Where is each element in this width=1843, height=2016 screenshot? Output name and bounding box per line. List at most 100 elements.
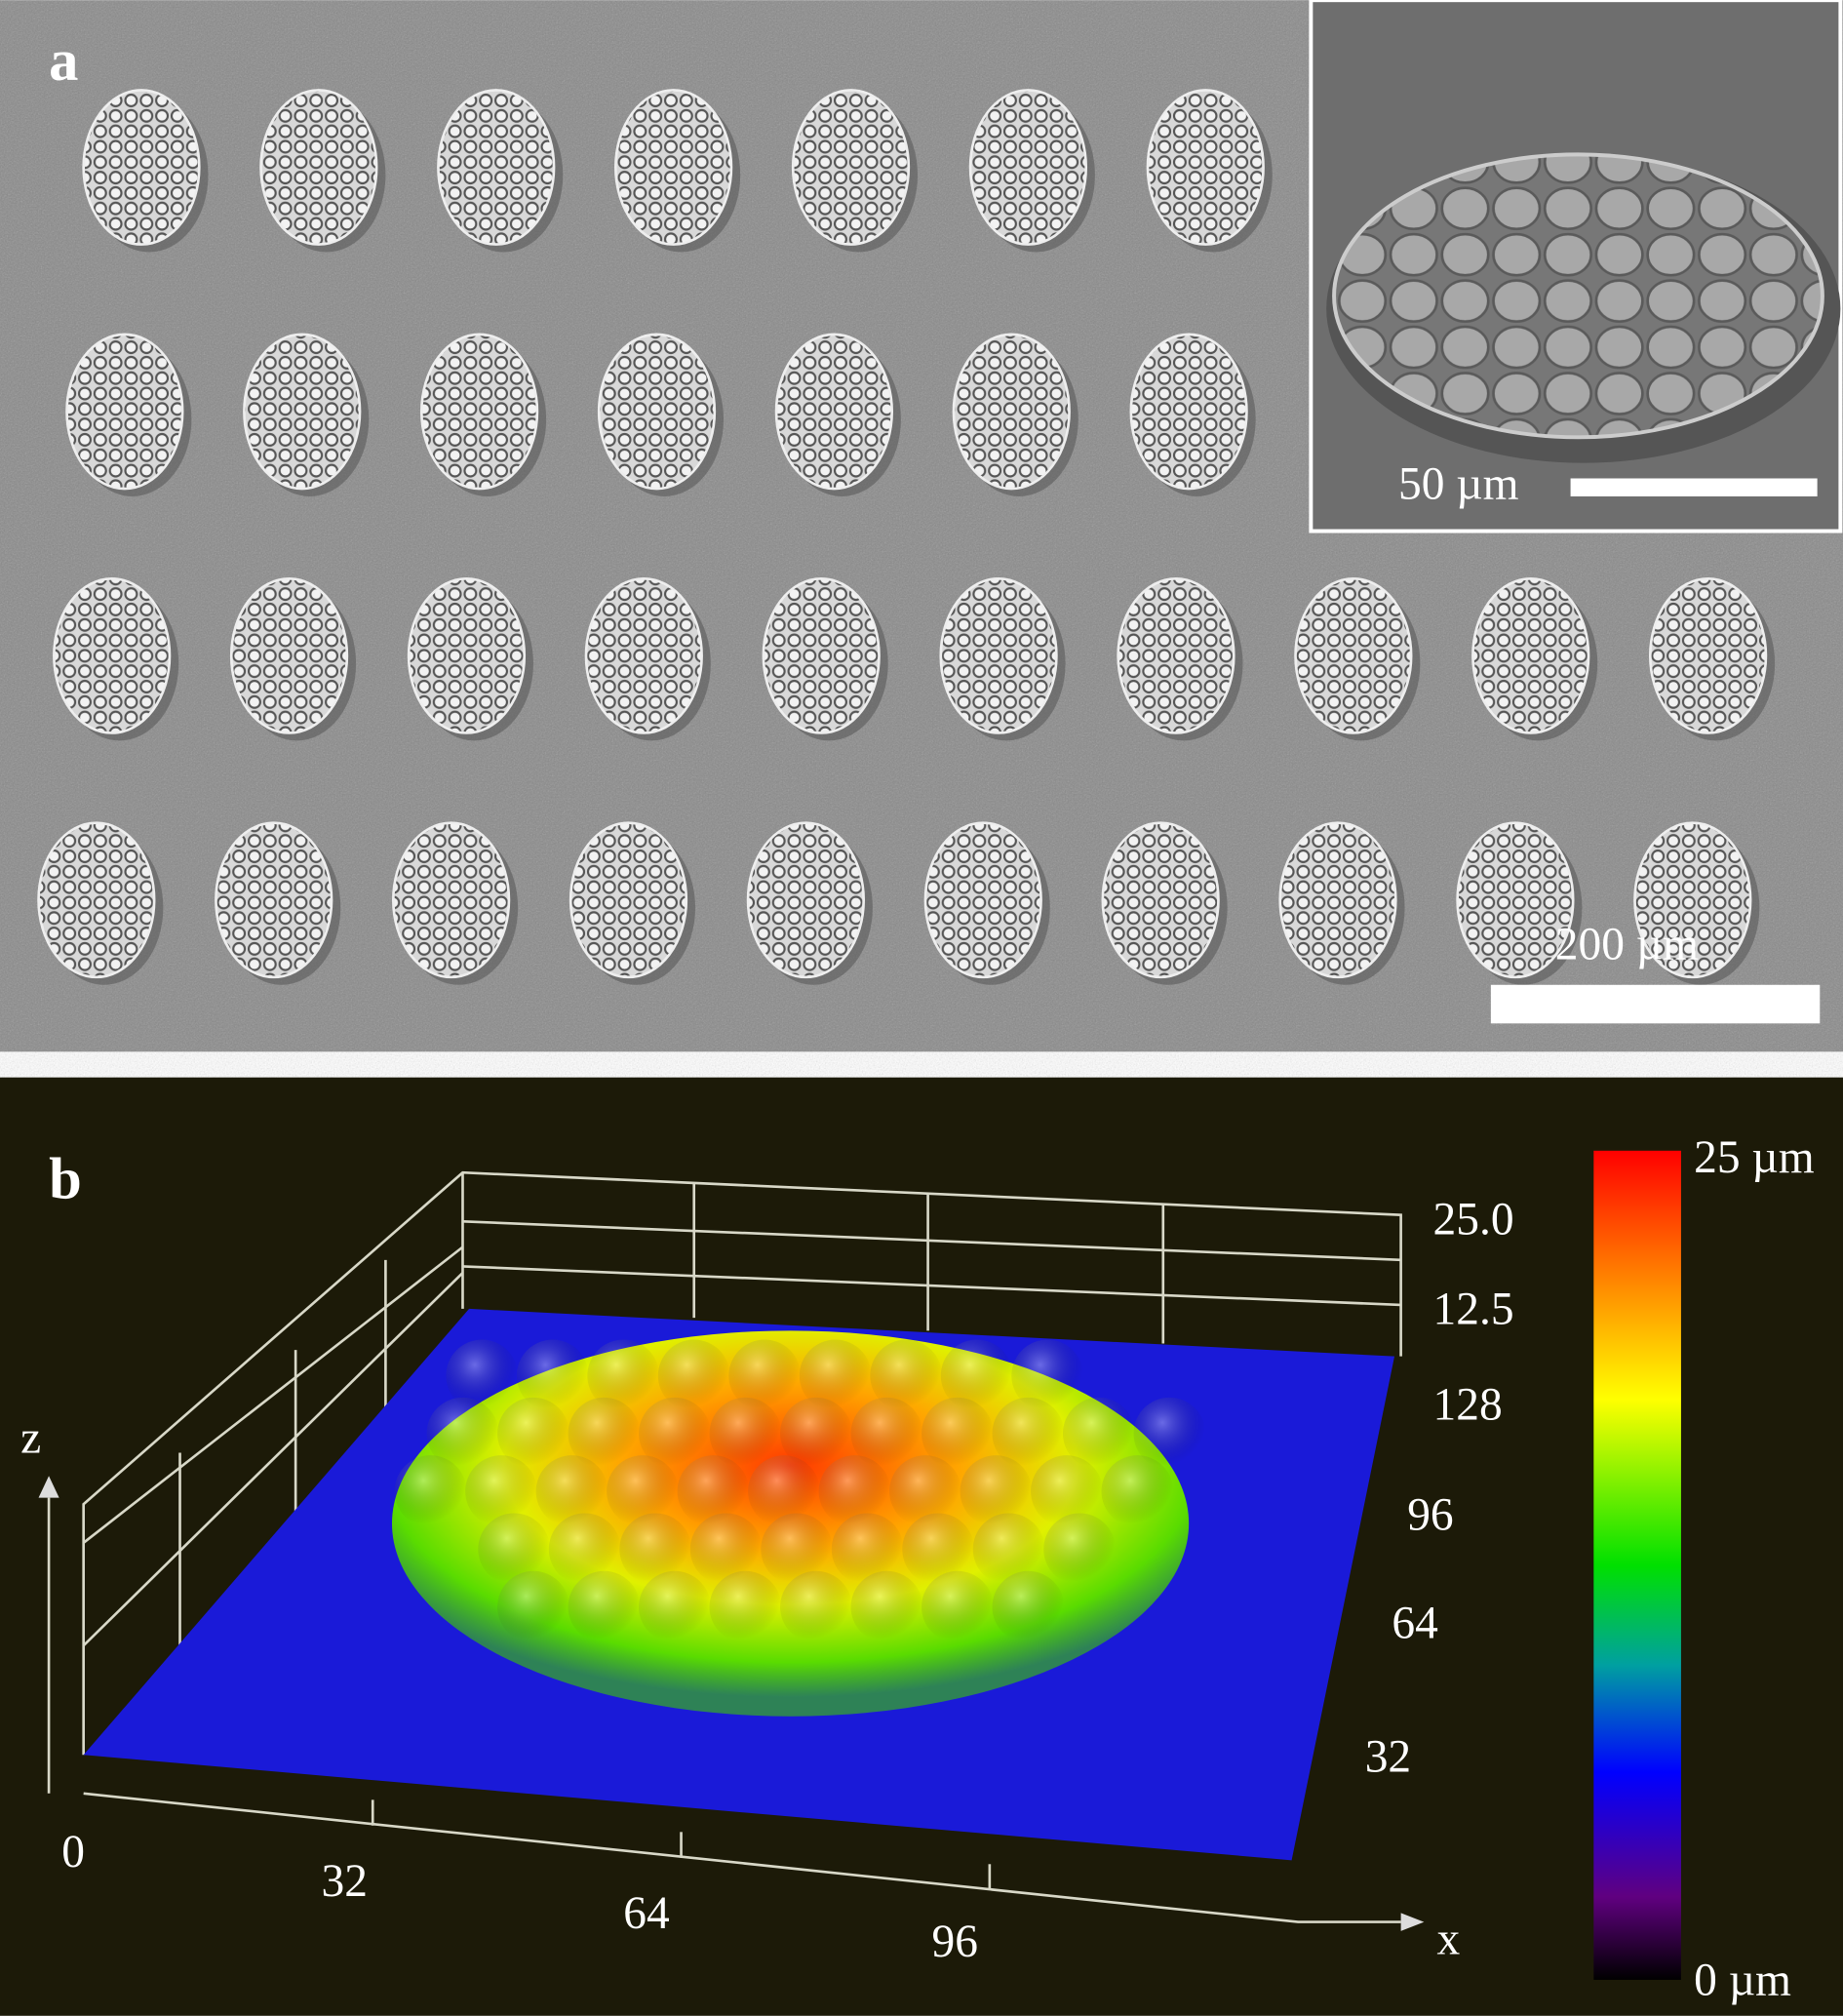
- inset: 50 µm: [1309, 0, 1843, 534]
- lens: [243, 333, 362, 491]
- x-tick-label: 96: [932, 1917, 978, 1967]
- x-tick-label: 0: [61, 1827, 85, 1878]
- x-tick-label: 32: [321, 1856, 367, 1907]
- lens: [1101, 821, 1220, 979]
- lens: [1471, 576, 1590, 734]
- lenslet: [728, 1339, 802, 1412]
- lens: [215, 821, 333, 979]
- lens: [923, 821, 1042, 979]
- lenslet: [850, 1570, 923, 1643]
- lens: [419, 333, 539, 491]
- lens: [1294, 576, 1413, 734]
- lenslet: [1043, 1513, 1117, 1586]
- colorbar-min: 0 µm: [1694, 1956, 1791, 2006]
- lenslet: [850, 1397, 923, 1470]
- lens: [229, 576, 349, 734]
- x-tick-label: 64: [623, 1888, 669, 1939]
- lenslet: [657, 1339, 730, 1412]
- lenslet: [568, 1570, 641, 1643]
- microlens-array: [37, 89, 1776, 985]
- lenslet: [465, 1455, 537, 1527]
- lenslet: [870, 1339, 943, 1412]
- z-arrow: [38, 1476, 59, 1498]
- lens: [53, 576, 172, 734]
- lenslet: [940, 1339, 1013, 1412]
- panel-b: b 25.0 12.5 128 96 64 32 0 32 64 96 z x …: [0, 1077, 1843, 2016]
- lenslet: [818, 1455, 891, 1527]
- panel-a: 50 µm 200 µm a: [0, 0, 1843, 1052]
- lenslet: [516, 1339, 589, 1412]
- lenslet: [426, 1397, 499, 1470]
- z-tick-label: 25.0: [1433, 1194, 1514, 1245]
- lens: [437, 89, 556, 246]
- lenslet: [748, 1455, 820, 1527]
- lenslet: [799, 1339, 872, 1412]
- lenslet: [535, 1455, 608, 1527]
- lenslet: [831, 1513, 904, 1586]
- lenslet: [972, 1513, 1045, 1586]
- y-tick-label: 64: [1392, 1598, 1437, 1648]
- lens: [791, 89, 911, 246]
- panel-label: b: [49, 1147, 82, 1212]
- lenslet: [446, 1339, 519, 1412]
- lenslet: [478, 1513, 551, 1586]
- lens: [1129, 333, 1248, 491]
- lens: [614, 89, 733, 246]
- lens: [968, 89, 1088, 246]
- lenslet: [677, 1455, 750, 1527]
- lens: [1146, 89, 1265, 246]
- colorbar: [1593, 1150, 1681, 1980]
- lenslet: [1011, 1339, 1084, 1412]
- scale-bar: [1490, 984, 1821, 1024]
- scale-label: 200 µm: [1555, 919, 1699, 969]
- inset-scale-label: 50 µm: [1398, 459, 1519, 510]
- lenslet: [922, 1397, 994, 1470]
- lenslet: [992, 1570, 1065, 1643]
- lenslets: [394, 1339, 1206, 1643]
- lenslet: [761, 1513, 834, 1586]
- y-tick-label: 128: [1433, 1379, 1503, 1430]
- lens: [952, 333, 1071, 491]
- lens: [65, 333, 184, 491]
- lens: [82, 89, 201, 246]
- lenslet: [1031, 1455, 1103, 1527]
- lens: [1278, 821, 1397, 979]
- lenslet: [709, 1397, 782, 1470]
- x-axis-label: x: [1437, 1915, 1461, 1965]
- lenslet: [639, 1397, 711, 1470]
- z-axis-label: z: [20, 1413, 41, 1464]
- lenslet: [960, 1455, 1033, 1527]
- lenslet: [639, 1570, 711, 1643]
- lens: [584, 576, 703, 734]
- lenslet: [497, 1397, 569, 1470]
- colorbar-max: 25 µm: [1694, 1132, 1815, 1183]
- lenslet: [902, 1513, 975, 1586]
- lenslet: [780, 1397, 852, 1470]
- lens: [597, 333, 717, 491]
- lenslet: [1101, 1455, 1174, 1527]
- lenslet: [709, 1570, 782, 1643]
- lenslet: [992, 1397, 1065, 1470]
- lenslet: [922, 1570, 994, 1643]
- lens: [37, 821, 156, 979]
- z-tick-label: 12.5: [1433, 1285, 1514, 1335]
- y-tick-label: 32: [1365, 1731, 1411, 1782]
- lenslet: [619, 1513, 692, 1586]
- lens: [569, 821, 688, 979]
- lens: [746, 821, 866, 979]
- lens: [391, 821, 511, 979]
- lens: [1633, 821, 1752, 979]
- lenslet: [548, 1513, 621, 1586]
- lenslet: [607, 1455, 679, 1527]
- lenslet: [780, 1570, 852, 1643]
- lenslet: [568, 1397, 641, 1470]
- lenslet: [587, 1339, 660, 1412]
- lens: [407, 576, 527, 734]
- y-tick-label: 96: [1407, 1490, 1453, 1541]
- lens: [1117, 576, 1235, 734]
- lenslet: [889, 1455, 961, 1527]
- lenslet: [497, 1570, 569, 1643]
- lens: [1456, 821, 1575, 979]
- x-arrow: [1400, 1913, 1425, 1931]
